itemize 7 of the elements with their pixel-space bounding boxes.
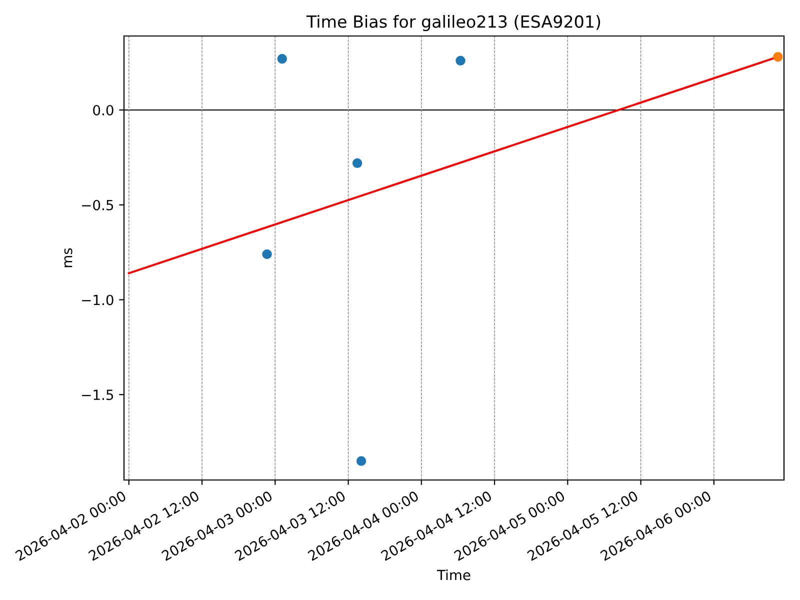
y-axis-title: ms — [64, 248, 72, 268]
y-tick-label: −1.0 — [82, 294, 114, 306]
y-tick-label: 0.0 — [93, 104, 114, 116]
y-tick-label: −0.5 — [82, 200, 114, 210]
chart-title: Time Bias for galileo213 (ESA9201) — [306, 15, 600, 32]
y-tick-label: −1.5 — [82, 390, 114, 400]
x-axis-title: Time — [436, 569, 470, 580]
